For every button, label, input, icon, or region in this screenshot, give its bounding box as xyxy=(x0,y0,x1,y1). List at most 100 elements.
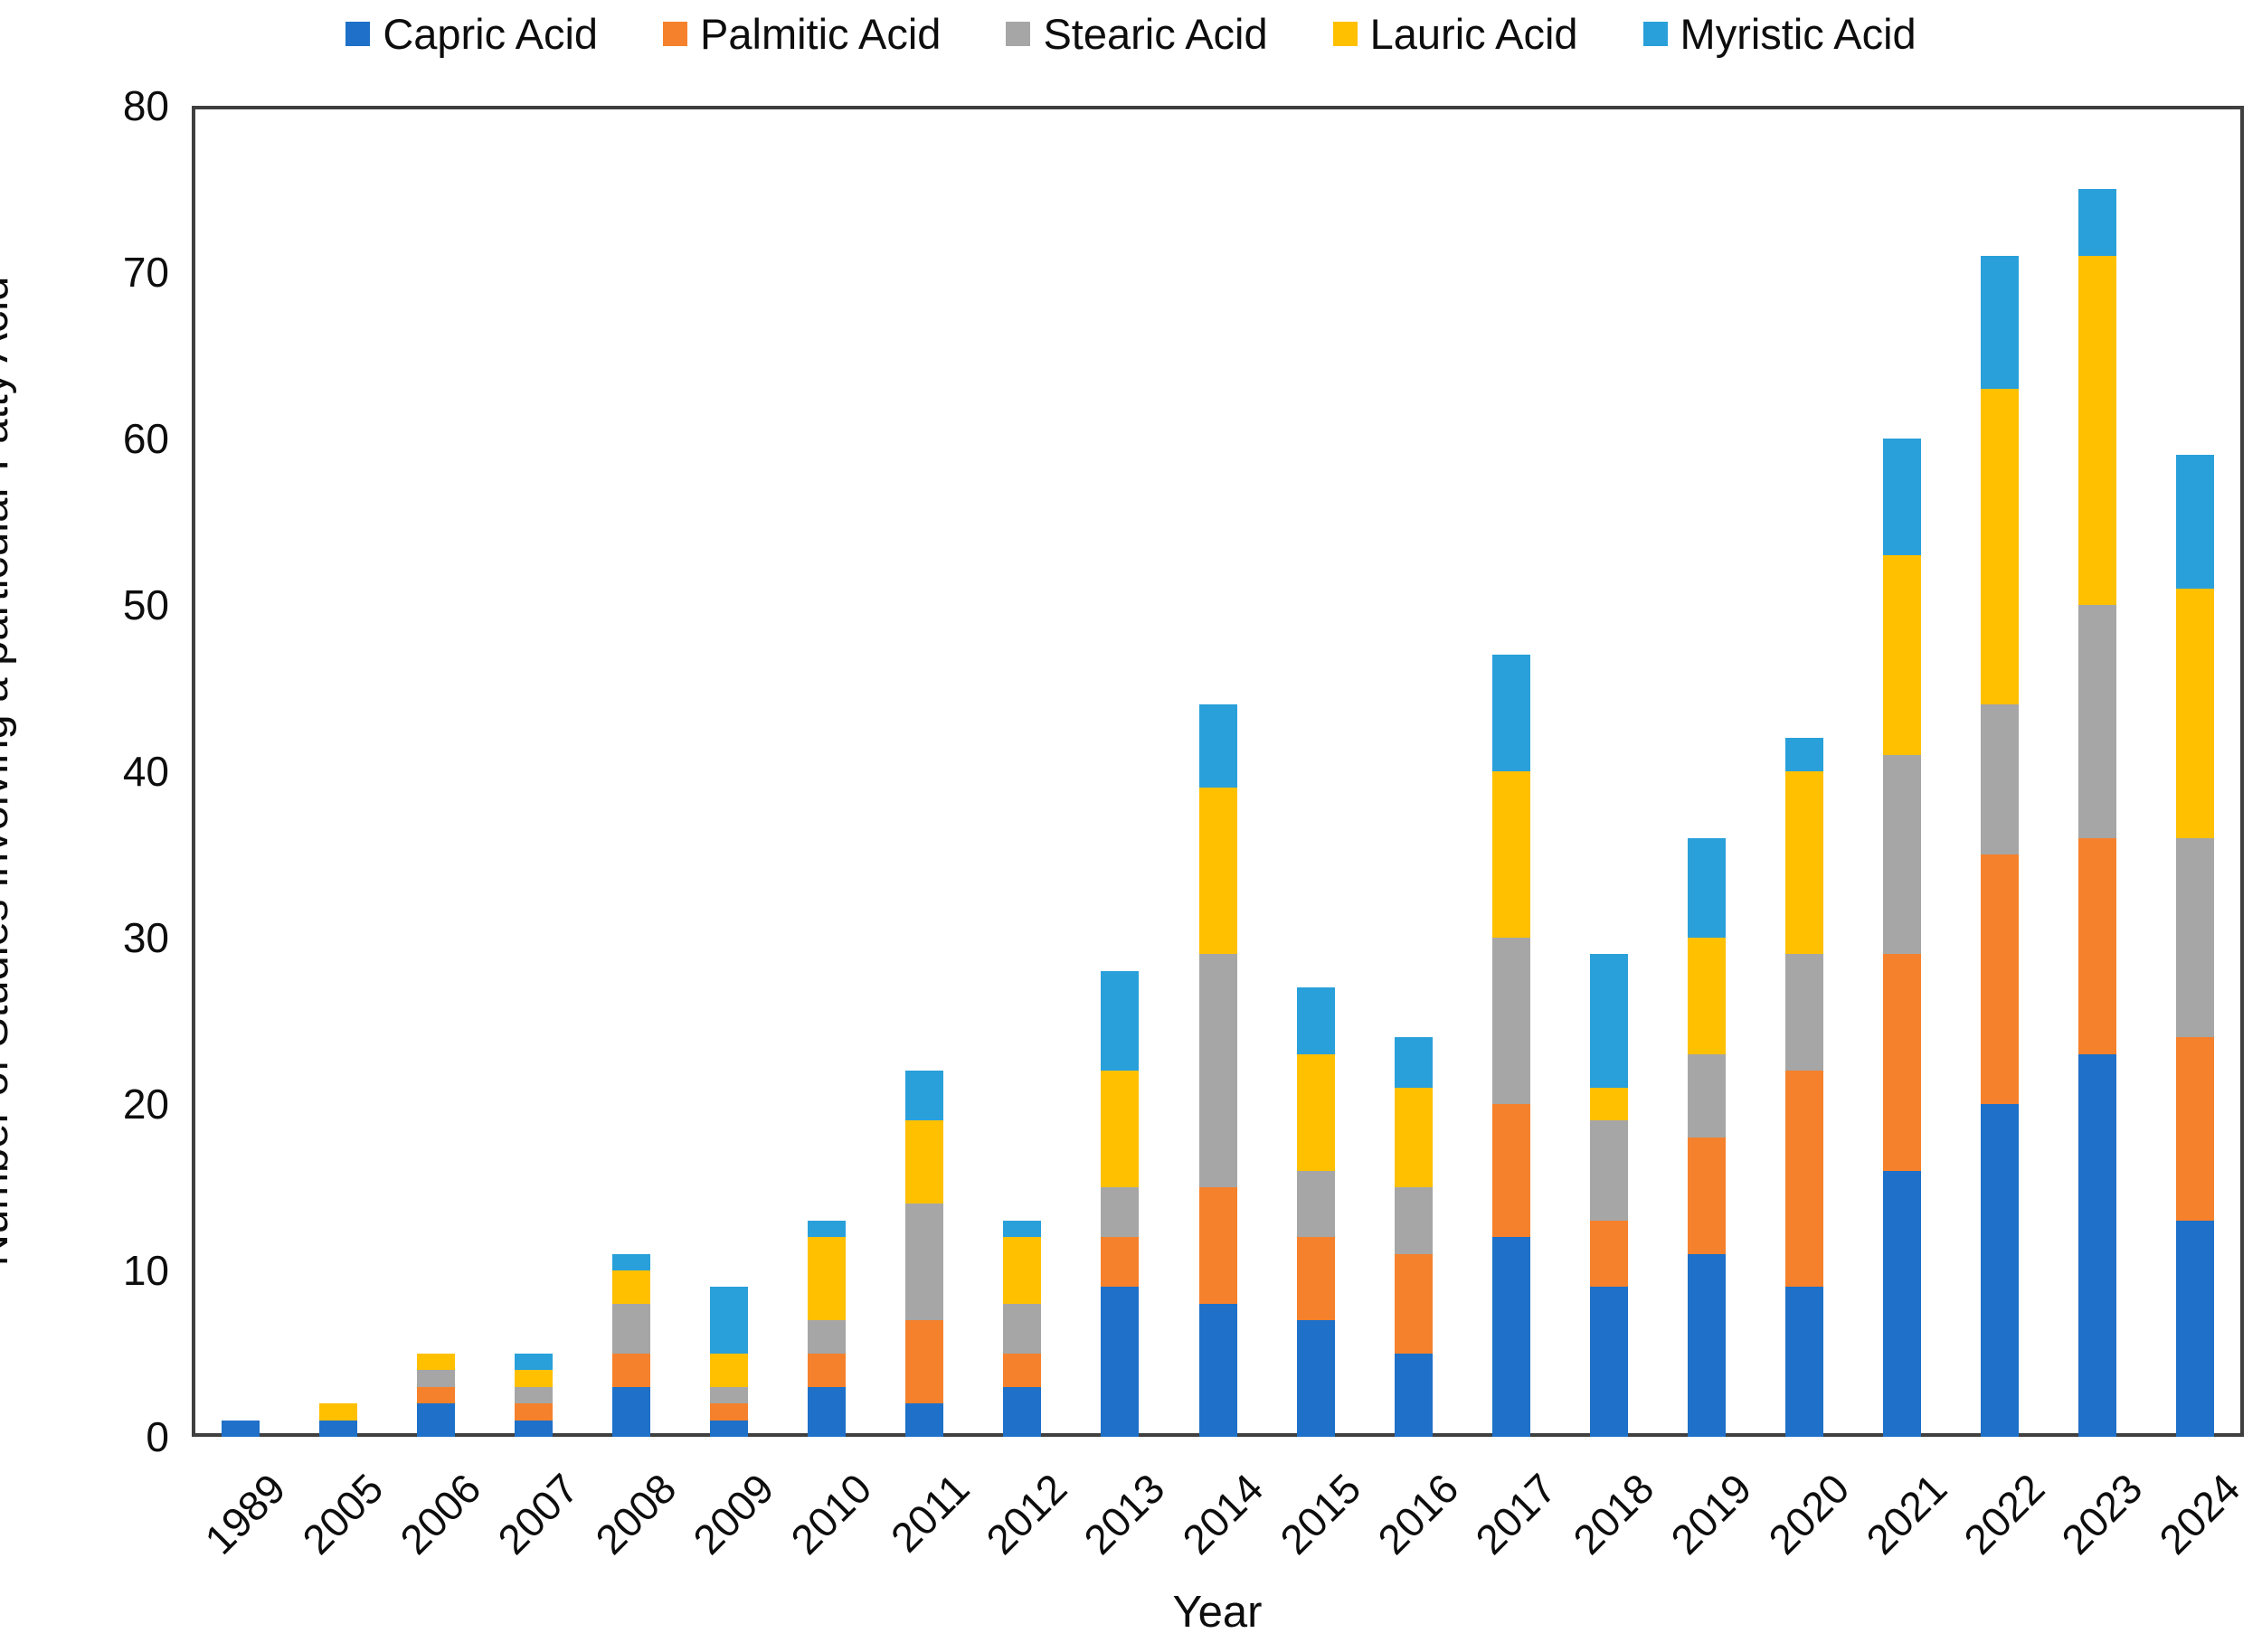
bar-segment xyxy=(417,1403,456,1437)
bar-segment xyxy=(1101,1187,1140,1238)
bar-segment xyxy=(1784,1287,1823,1437)
bar-segment xyxy=(1882,554,1921,755)
bar-segment xyxy=(1589,1087,1628,1121)
bar-segment xyxy=(1394,1354,1433,1437)
bar-segment xyxy=(1198,704,1237,788)
bar-segment xyxy=(417,1370,456,1387)
bar-segment xyxy=(1589,1287,1628,1437)
bar-segment xyxy=(710,1386,749,1404)
bar-segment xyxy=(1394,1253,1433,1354)
bar-segment xyxy=(1784,1071,1823,1288)
bar-segment xyxy=(2175,455,2214,589)
bar-segment xyxy=(2077,189,2116,256)
legend-item: Myristic Acid xyxy=(1642,9,1917,59)
bar-segment xyxy=(1394,1187,1433,1254)
bar-segment xyxy=(417,1354,456,1371)
x-axis-title: Year xyxy=(1172,1588,1263,1637)
bar-segment xyxy=(1491,771,1530,938)
legend-label: Myristic Acid xyxy=(1680,10,1917,58)
y-tick-label: 10 xyxy=(122,1247,169,1294)
bar-segment xyxy=(515,1420,554,1437)
x-tick-label: 2006 xyxy=(391,1464,490,1563)
y-tick-label: 80 xyxy=(122,82,169,129)
bar-segment xyxy=(2175,1220,2214,1437)
bar-segment xyxy=(1198,1303,1237,1437)
bar-segment xyxy=(612,1270,651,1304)
bar-segment xyxy=(1784,954,1823,1071)
bar-segment xyxy=(1003,1354,1042,1387)
x-tick-label: 2024 xyxy=(2150,1464,2249,1563)
x-tick-label: 2017 xyxy=(1465,1464,1566,1563)
bar-segment xyxy=(1784,771,1823,955)
bar-segment xyxy=(710,1403,749,1421)
bar-segment xyxy=(319,1420,358,1437)
x-tick-label: 2023 xyxy=(2052,1464,2152,1563)
legend-label: Stearic Acid xyxy=(1043,10,1268,58)
bar-segment xyxy=(2077,837,2116,1054)
bar-segment xyxy=(1687,1137,1726,1254)
bar-segment xyxy=(2175,588,2214,838)
x-tick-label: 2008 xyxy=(586,1464,686,1563)
legend-swatch-icon xyxy=(1006,22,1031,46)
bar-segment xyxy=(1589,1120,1628,1221)
bar-segment xyxy=(1980,255,2019,389)
bar-segment xyxy=(222,1420,260,1437)
bar-segment xyxy=(1296,1237,1335,1321)
bar-segment xyxy=(612,1253,651,1270)
bar-segment xyxy=(1491,1104,1530,1238)
bar-segment xyxy=(1296,1053,1335,1171)
bar-segment xyxy=(1687,837,1726,938)
bar-segment xyxy=(1101,1071,1140,1187)
legend-swatch-icon xyxy=(345,22,371,46)
bar-segment xyxy=(1101,1287,1140,1437)
bar-segment xyxy=(612,1303,651,1354)
y-axis-title: Number of Studies involving a particular… xyxy=(0,276,17,1267)
legend-swatch-icon xyxy=(1332,22,1358,46)
y-tick-label: 50 xyxy=(122,581,169,628)
legend-label: Lauric Acid xyxy=(1369,10,1578,58)
bar-segment xyxy=(1882,439,1921,555)
legend-item: Capric Acid xyxy=(345,9,598,59)
x-tick-label: 2014 xyxy=(1172,1464,1272,1563)
bar-segment xyxy=(1980,1104,2019,1437)
bar-segment xyxy=(905,1071,944,1121)
bar-segment xyxy=(1589,1220,1628,1288)
bar-segment xyxy=(612,1386,651,1437)
bar-segment xyxy=(1687,1253,1726,1437)
x-tick-label: 2013 xyxy=(1074,1464,1174,1563)
bar-segment xyxy=(1882,954,1921,1171)
bar-segment xyxy=(1491,655,1530,771)
legend-swatch-icon xyxy=(1642,22,1668,46)
y-tick-label: 30 xyxy=(122,914,169,961)
bar-segment xyxy=(808,1220,847,1238)
bar-segment xyxy=(905,1320,944,1404)
bar-segment xyxy=(1101,970,1140,1071)
y-tick-label: 60 xyxy=(122,415,169,462)
bar-segment xyxy=(1882,754,1921,955)
bar-segment xyxy=(1003,1386,1042,1437)
x-tick-label: 2011 xyxy=(882,1464,979,1562)
bar-segment xyxy=(905,1403,944,1437)
bar-segment xyxy=(1980,854,2019,1104)
bar-segment xyxy=(515,1370,554,1387)
x-tick-label: 2007 xyxy=(488,1464,588,1563)
bar-segment xyxy=(710,1420,749,1437)
bar-segment xyxy=(1198,954,1237,1187)
bar-segment xyxy=(1296,987,1335,1054)
legend-label: Capric Acid xyxy=(383,10,599,58)
x-tick-label: 2019 xyxy=(1661,1464,1761,1563)
y-tick-label: 40 xyxy=(122,748,169,795)
bar-segment xyxy=(1296,1320,1335,1437)
x-tick-label: 1989 xyxy=(195,1464,295,1563)
bar-segment xyxy=(1882,1170,1921,1437)
bar-segment xyxy=(905,1120,944,1204)
bar-segment xyxy=(1491,1237,1530,1437)
bar-segment xyxy=(1589,954,1628,1088)
bar-segment xyxy=(808,1237,847,1321)
bar-segment xyxy=(1296,1170,1335,1238)
bar-segment xyxy=(808,1386,847,1437)
bar-segment xyxy=(417,1386,456,1404)
bar-segment xyxy=(710,1287,749,1354)
bar-segment xyxy=(2175,837,2214,1038)
